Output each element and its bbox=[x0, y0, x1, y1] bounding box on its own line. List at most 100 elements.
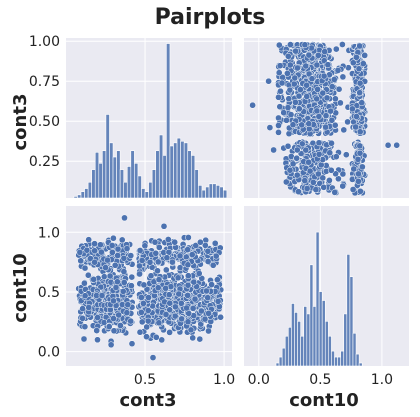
scatter-point bbox=[313, 95, 321, 103]
scatter-point bbox=[162, 284, 169, 292]
scatter-point bbox=[145, 294, 152, 301]
histogram-bar bbox=[148, 181, 153, 199]
scatter-point bbox=[81, 279, 88, 287]
scatter-point bbox=[332, 153, 340, 161]
histogram-bar bbox=[343, 313, 348, 367]
scatter-point bbox=[332, 95, 339, 103]
histogram-bar bbox=[183, 142, 189, 199]
histogram-bar bbox=[300, 335, 305, 367]
histogram-bar bbox=[80, 191, 85, 199]
scatter-point bbox=[331, 121, 339, 129]
scatter-point bbox=[164, 236, 172, 243]
scatter-point bbox=[118, 236, 126, 244]
scatter-point bbox=[285, 130, 293, 138]
scatter-point bbox=[342, 151, 350, 159]
x-tick-label-cont3: 0.5 bbox=[134, 372, 156, 388]
histogram-bar bbox=[126, 166, 132, 199]
scatter-point bbox=[287, 111, 295, 118]
histogram-bar bbox=[102, 150, 107, 199]
histogram-bar bbox=[112, 156, 117, 199]
scatter-point bbox=[201, 315, 209, 323]
histogram-bar bbox=[331, 350, 335, 367]
scatter-point bbox=[313, 61, 321, 69]
scatter-point-outlier bbox=[121, 214, 128, 222]
scatter-point bbox=[303, 185, 311, 192]
histogram-bar bbox=[315, 231, 320, 367]
scatter-point bbox=[79, 305, 86, 313]
scatter-point bbox=[292, 47, 299, 55]
scatter-point bbox=[162, 311, 170, 318]
scatter-point bbox=[314, 86, 321, 93]
scatter-point bbox=[81, 323, 89, 331]
scatter-point bbox=[198, 307, 205, 315]
scatter-point bbox=[303, 93, 311, 100]
scatter-point bbox=[189, 334, 197, 342]
scatter-point bbox=[328, 83, 336, 90]
scatter-point bbox=[302, 62, 310, 70]
scatter-point-outlier bbox=[110, 234, 117, 242]
scatter-point bbox=[154, 267, 161, 275]
x-axis-label-cont3: cont3 bbox=[120, 390, 177, 411]
scatter-point bbox=[91, 247, 98, 255]
scatter-point bbox=[308, 44, 315, 52]
scatter-point bbox=[110, 297, 117, 305]
histogram-bar bbox=[297, 321, 301, 367]
scatter-point bbox=[184, 246, 192, 253]
scatter-point bbox=[326, 177, 333, 184]
histogram-bar bbox=[328, 335, 332, 367]
scatter-point bbox=[162, 266, 170, 274]
histogram-bar bbox=[123, 181, 128, 199]
scatter-point bbox=[138, 257, 146, 264]
scatter-point bbox=[196, 335, 204, 343]
scatter-point bbox=[154, 258, 162, 266]
histogram-bar bbox=[318, 291, 323, 367]
scatter-point bbox=[286, 166, 294, 174]
y-axis-label-cont3: cont3 bbox=[10, 94, 31, 151]
scatter-point bbox=[85, 304, 93, 311]
scatter-point bbox=[356, 128, 364, 136]
histogram-bar bbox=[173, 142, 178, 199]
y-tick-label-cont10: 1.0 bbox=[38, 225, 60, 241]
scatter-point bbox=[155, 244, 163, 251]
scatter-point bbox=[166, 329, 173, 336]
scatter-point bbox=[335, 175, 342, 183]
histogram-bar bbox=[116, 150, 121, 199]
scatter-point bbox=[183, 304, 190, 312]
y-axis-label-cont10: cont10 bbox=[10, 253, 31, 323]
scatter-point bbox=[138, 294, 145, 301]
scatter-point bbox=[339, 182, 347, 190]
scatter-point bbox=[177, 299, 185, 307]
scatter-point bbox=[291, 74, 299, 82]
y-tick-label-cont3: 0.50 bbox=[29, 114, 60, 130]
scatter-point bbox=[144, 307, 152, 314]
scatter-point bbox=[143, 333, 150, 341]
scatter-point bbox=[312, 186, 320, 193]
scatter-point bbox=[359, 60, 367, 67]
histogram-bar bbox=[130, 150, 135, 199]
scatter-point bbox=[337, 99, 344, 107]
scatter-point bbox=[136, 328, 144, 336]
panel-cont3-vs-cont10-scatter bbox=[66, 206, 232, 366]
scatter-point bbox=[140, 281, 148, 289]
histogram-bar bbox=[352, 332, 357, 367]
scatter-point bbox=[356, 142, 364, 150]
y-tick-label-cont10: 0.0 bbox=[38, 345, 60, 361]
scatter-point bbox=[332, 45, 340, 53]
scatter-point bbox=[313, 107, 321, 115]
x-tick-label-cont10: 0.5 bbox=[309, 372, 331, 388]
scatter-point bbox=[187, 326, 195, 334]
scatter-point bbox=[94, 314, 101, 321]
histogram-bar bbox=[141, 188, 146, 199]
scatter-point bbox=[165, 291, 173, 299]
scatter-point bbox=[166, 306, 174, 314]
scatter-point-outlier bbox=[270, 146, 277, 154]
histogram-bar bbox=[198, 185, 203, 199]
scatter-point bbox=[217, 313, 224, 321]
scatter-point bbox=[120, 279, 128, 286]
histogram-bar bbox=[119, 169, 125, 199]
scatter-point bbox=[120, 254, 128, 262]
panel-cont10-vs-cont3-scatter bbox=[244, 38, 409, 198]
scatter-point bbox=[195, 270, 203, 277]
scatter-point bbox=[120, 268, 128, 275]
scatter-point bbox=[334, 67, 342, 74]
